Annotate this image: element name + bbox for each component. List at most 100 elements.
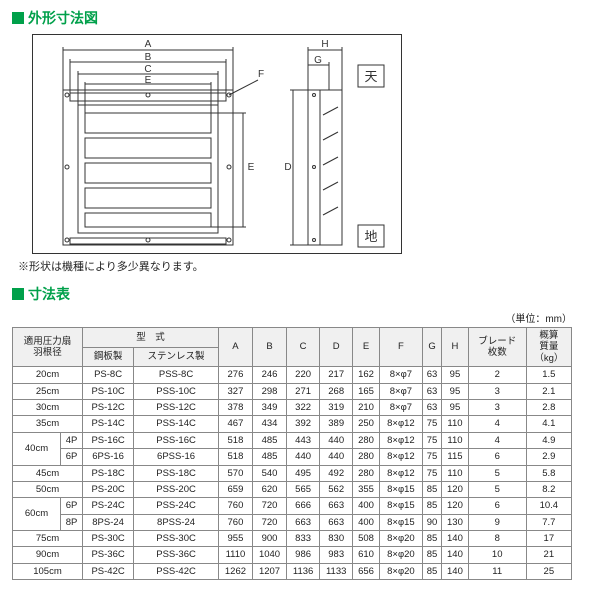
cell-bl: 4: [468, 432, 526, 448]
table-row: 105cmPS-42CPSS-42C12621207113611336568×φ…: [13, 563, 572, 579]
dim-label-h: H: [321, 39, 328, 50]
cell-wt: 5.8: [526, 465, 571, 481]
th-blades: ブレード 枚数: [468, 328, 526, 367]
cell-steel: 8PS-24: [83, 514, 134, 530]
cell-ss: PSS-42C: [134, 563, 219, 579]
cell-C: 495: [287, 465, 320, 481]
th-a: A: [218, 328, 252, 367]
th-e: E: [353, 328, 380, 367]
cell-B: 900: [252, 531, 286, 547]
cell-wt: 2.1: [526, 383, 571, 399]
table-row: 35cmPS-14CPSS-14C4674343923892508×φ12751…: [13, 416, 572, 432]
table-row: 30cmPS-12CPSS-12C3783493223192108×φ76395…: [13, 399, 572, 415]
cell-ss: PSS-10C: [134, 383, 219, 399]
cell-A: 276: [218, 367, 252, 383]
cell-ss: PSS-30C: [134, 531, 219, 547]
table-row: 40cm4PPS-16CPSS-16C5184854434402808×φ127…: [13, 432, 572, 448]
cell-D: 983: [320, 547, 353, 563]
cell-ss: PSS-14C: [134, 416, 219, 432]
cell-A: 760: [218, 498, 252, 514]
cell-fan-sub: 8P: [61, 514, 83, 530]
table-title-text: 寸法表: [28, 284, 70, 304]
cell-fan: 45cm: [13, 465, 83, 481]
cell-C: 440: [287, 449, 320, 465]
cell-steel: PS-8C: [83, 367, 134, 383]
cell-H: 95: [442, 399, 469, 415]
cell-C: 271: [287, 383, 320, 399]
cell-D: 217: [320, 367, 353, 383]
cell-A: 955: [218, 531, 252, 547]
th-weight: 概算 質量 （kg）: [526, 328, 571, 367]
cell-D: 319: [320, 399, 353, 415]
th-d: D: [320, 328, 353, 367]
table-row: 60cm6PPS-24CPSS-24C7607206666634008×φ158…: [13, 498, 572, 514]
dim-label-c: C: [144, 64, 151, 75]
cell-steel: PS-20C: [83, 481, 134, 497]
cell-bl: 3: [468, 383, 526, 399]
cell-G: 75: [422, 416, 441, 432]
cell-G: 63: [422, 399, 441, 415]
cell-F: 8×φ12: [379, 449, 422, 465]
cell-H: 140: [442, 531, 469, 547]
dim-label-b: B: [145, 52, 152, 63]
cell-G: 75: [422, 432, 441, 448]
cell-B: 485: [252, 449, 286, 465]
cell-fan: 105cm: [13, 563, 83, 579]
cell-wt: 8.2: [526, 481, 571, 497]
cell-E: 210: [353, 399, 380, 415]
cell-G: 75: [422, 449, 441, 465]
cell-E: 610: [353, 547, 380, 563]
cell-E: 162: [353, 367, 380, 383]
cell-A: 467: [218, 416, 252, 432]
table-row: 75cmPS-30CPSS-30C9559008338305088×φ20851…: [13, 531, 572, 547]
cell-fan: 40cm: [13, 432, 61, 465]
cell-fan: 60cm: [13, 498, 61, 531]
unit-label: （単位：mm）: [12, 310, 572, 325]
cell-B: 1207: [252, 563, 286, 579]
cell-B: 298: [252, 383, 286, 399]
cell-D: 268: [320, 383, 353, 399]
cell-bl: 5: [468, 481, 526, 497]
cell-F: 8×φ15: [379, 498, 422, 514]
cell-E: 280: [353, 449, 380, 465]
cell-wt: 25: [526, 563, 571, 579]
cell-A: 659: [218, 481, 252, 497]
cell-G: 63: [422, 367, 441, 383]
cell-steel: 6PS-16: [83, 449, 134, 465]
cell-steel: PS-14C: [83, 416, 134, 432]
cell-wt: 4.1: [526, 416, 571, 432]
cell-bl: 9: [468, 514, 526, 530]
cell-C: 833: [287, 531, 320, 547]
cell-C: 443: [287, 432, 320, 448]
th-h: H: [442, 328, 469, 367]
cell-F: 8×φ7: [379, 383, 422, 399]
dim-label-e: E: [145, 75, 152, 86]
cell-ss: PSS-16C: [134, 432, 219, 448]
cell-ss: PSS-8C: [134, 367, 219, 383]
cell-C: 565: [287, 481, 320, 497]
cell-E: 280: [353, 465, 380, 481]
cell-B: 540: [252, 465, 286, 481]
cell-H: 140: [442, 547, 469, 563]
table-section-title: 寸法表: [12, 284, 588, 304]
cell-E: 355: [353, 481, 380, 497]
cell-H: 130: [442, 514, 469, 530]
cell-F: 8×φ20: [379, 531, 422, 547]
cell-H: 115: [442, 449, 469, 465]
cell-A: 570: [218, 465, 252, 481]
cell-C: 1136: [287, 563, 320, 579]
table-row: 50cmPS-20CPSS-20C6596205655623558×φ15851…: [13, 481, 572, 497]
table-row: 25cmPS-10CPSS-10C3272982712681658×φ76395…: [13, 383, 572, 399]
square-icon: [12, 12, 24, 24]
th-fan: 適用圧力扇 羽根径: [13, 328, 83, 367]
cell-D: 440: [320, 432, 353, 448]
cell-F: 8×φ7: [379, 399, 422, 415]
cell-G: 85: [422, 531, 441, 547]
cell-H: 110: [442, 432, 469, 448]
sky-label: 天: [364, 69, 377, 84]
dim-label-g: G: [314, 55, 322, 66]
cell-fan-sub: 6P: [61, 498, 83, 514]
diagram-title-text: 外形寸法図: [28, 8, 98, 28]
cell-D: 389: [320, 416, 353, 432]
diagram-section-title: 外形寸法図: [12, 8, 588, 28]
